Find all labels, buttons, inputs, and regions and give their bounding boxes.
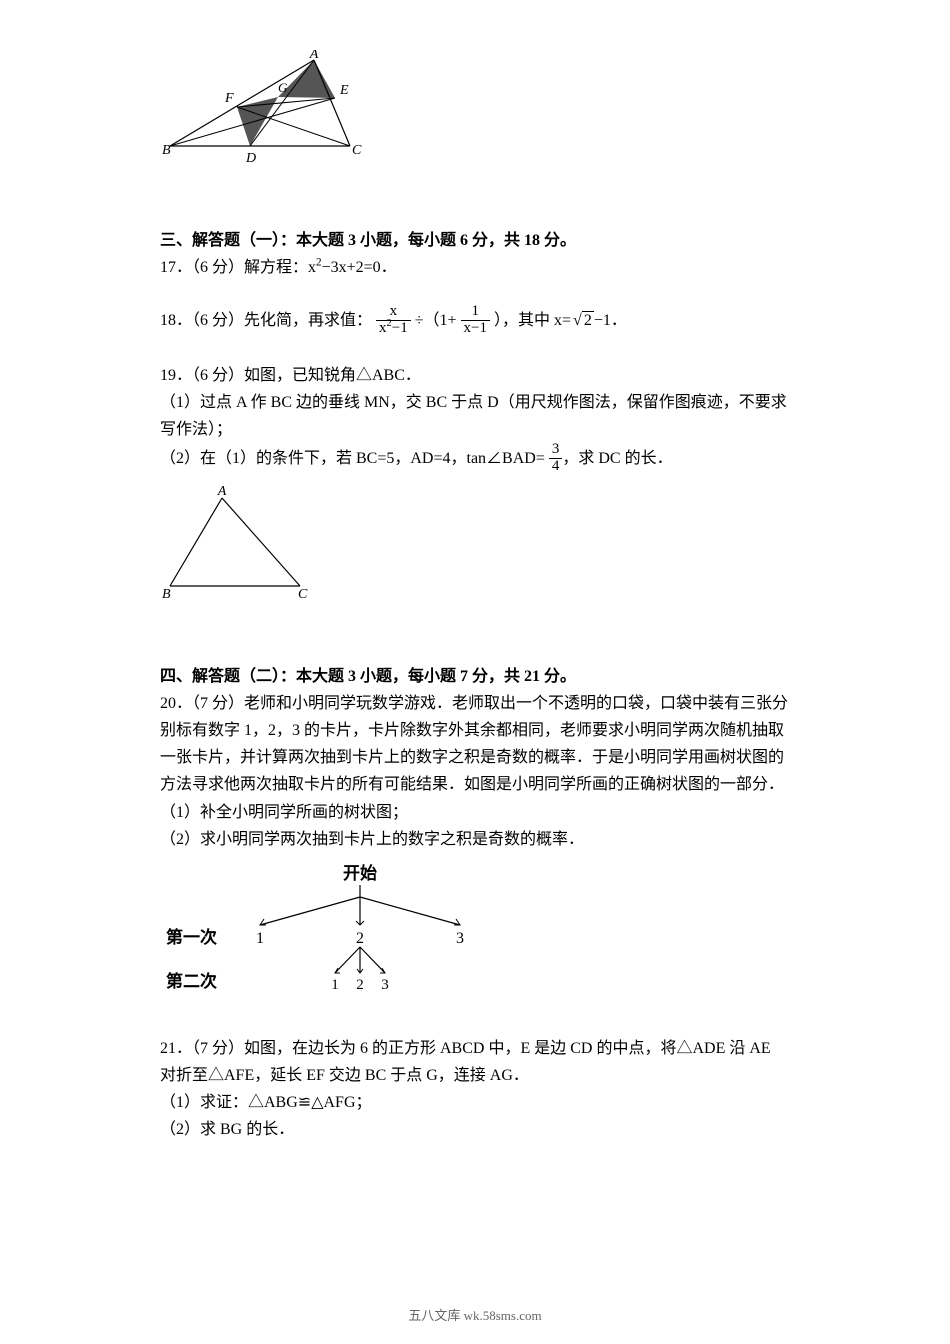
q18-tail: −1． (594, 312, 627, 329)
q19-l2: （1）过点 A 作 BC 边的垂线 MN，交 BC 于点 D（用尺规作图法，保留… (160, 389, 790, 443)
tree-r1-3: 3 (456, 930, 464, 947)
label-F: F (224, 91, 234, 106)
q20-l1: 20．（7 分）老师和小明同学玩数学游戏．老师取出一个不透明的口袋，口袋中装有三… (160, 690, 790, 799)
q21-l2: （1）求证：△ABG≌△AFG； (160, 1089, 790, 1116)
label-B: B (162, 143, 171, 158)
tree-r2-1: 1 (331, 977, 339, 993)
label-E: E (339, 83, 349, 98)
q17: 17．（6 分）解方程：x2−3x+2=0． (160, 254, 790, 281)
section4-title: 四、解答题（二）：本大题 3 小题，每小题 7 分，共 21 分。 (160, 662, 790, 686)
tree-row1-label: 第一次 (166, 927, 217, 947)
tree-r2-3: 3 (381, 977, 389, 993)
q19-l3a: （2）在（1）的条件下，若 BC=5，AD=4，tan∠BAD= (160, 450, 545, 467)
q19-frac: 3 4 (549, 442, 563, 475)
q18-frac1-den: x2−1 (376, 321, 411, 337)
q18-frac1-num: x (376, 304, 411, 321)
tree-r1-2: 2 (356, 930, 364, 947)
shade-1 (237, 97, 278, 146)
q19-l3b: ，求 DC 的长． (562, 450, 672, 467)
label-C: C (352, 143, 362, 158)
label-A2: A (217, 486, 227, 499)
q20-l3: （2）求小明同学两次抽到卡片上的数字之积是奇数的概率． (160, 826, 790, 853)
page-footer: 五八文库 wk.58sms.com (0, 1305, 950, 1324)
tree-row2-label: 第二次 (166, 971, 217, 991)
tree-r2-2: 2 (356, 977, 364, 993)
q18-div: ÷（1+ (415, 312, 457, 329)
label-D: D (245, 151, 256, 166)
q19-frac-den: 4 (549, 459, 563, 475)
label-C2: C (298, 587, 308, 602)
tree-start: 开始 (343, 863, 377, 883)
q17-tail: −3x+2=0． (322, 259, 397, 276)
q18-frac2-num: 1 (461, 304, 490, 321)
q21-l3: （2）求 BG 的长． (160, 1116, 790, 1143)
q17-prefix: 17．（6 分）解方程： (160, 259, 308, 276)
q19-l1: 19．（6 分）如图，已知锐角△ABC． (160, 362, 790, 389)
figure-tree-diagram: 开始 1 2 3 1 2 3 第一次 第二次 (160, 863, 790, 1013)
q18-frac1: x x2−1 (376, 304, 411, 337)
tree-r1-1: 1 (256, 930, 264, 947)
q21-l1: 21．（7 分）如图，在边长为 6 的正方形 ABCD 中，E 是边 CD 的中… (160, 1035, 790, 1089)
q20-l2: （1）补全小明同学所画的树状图； (160, 799, 790, 826)
section3-title: 三、解答题（一）：本大题 3 小题，每小题 6 分，共 18 分。 (160, 226, 790, 250)
label-G: G (278, 80, 288, 95)
label-A: A (309, 50, 319, 62)
q18-close: ），其中 x= (494, 312, 571, 329)
q19-frac-num: 3 (549, 442, 563, 459)
q18-sqrt: 2 (571, 307, 594, 334)
q19-l3: （2）在（1）的条件下，若 BC=5，AD=4，tan∠BAD= 3 4 ，求 … (160, 443, 790, 476)
q18: 18．（6 分）先化简，再求值： x x2−1 ÷（1+ 1 x−1 ），其中 … (160, 305, 790, 338)
figure-triangle-abc: A B C (160, 486, 790, 606)
figure-triangle-medians: A B C D E F G (160, 50, 790, 170)
q18-prefix: 18．（6 分）先化简，再求值： (160, 312, 372, 329)
label-B2: B (162, 587, 171, 602)
q18-frac2: 1 x−1 (461, 304, 490, 337)
q18-frac2-den: x−1 (461, 321, 490, 337)
q17-x: x (308, 259, 316, 276)
